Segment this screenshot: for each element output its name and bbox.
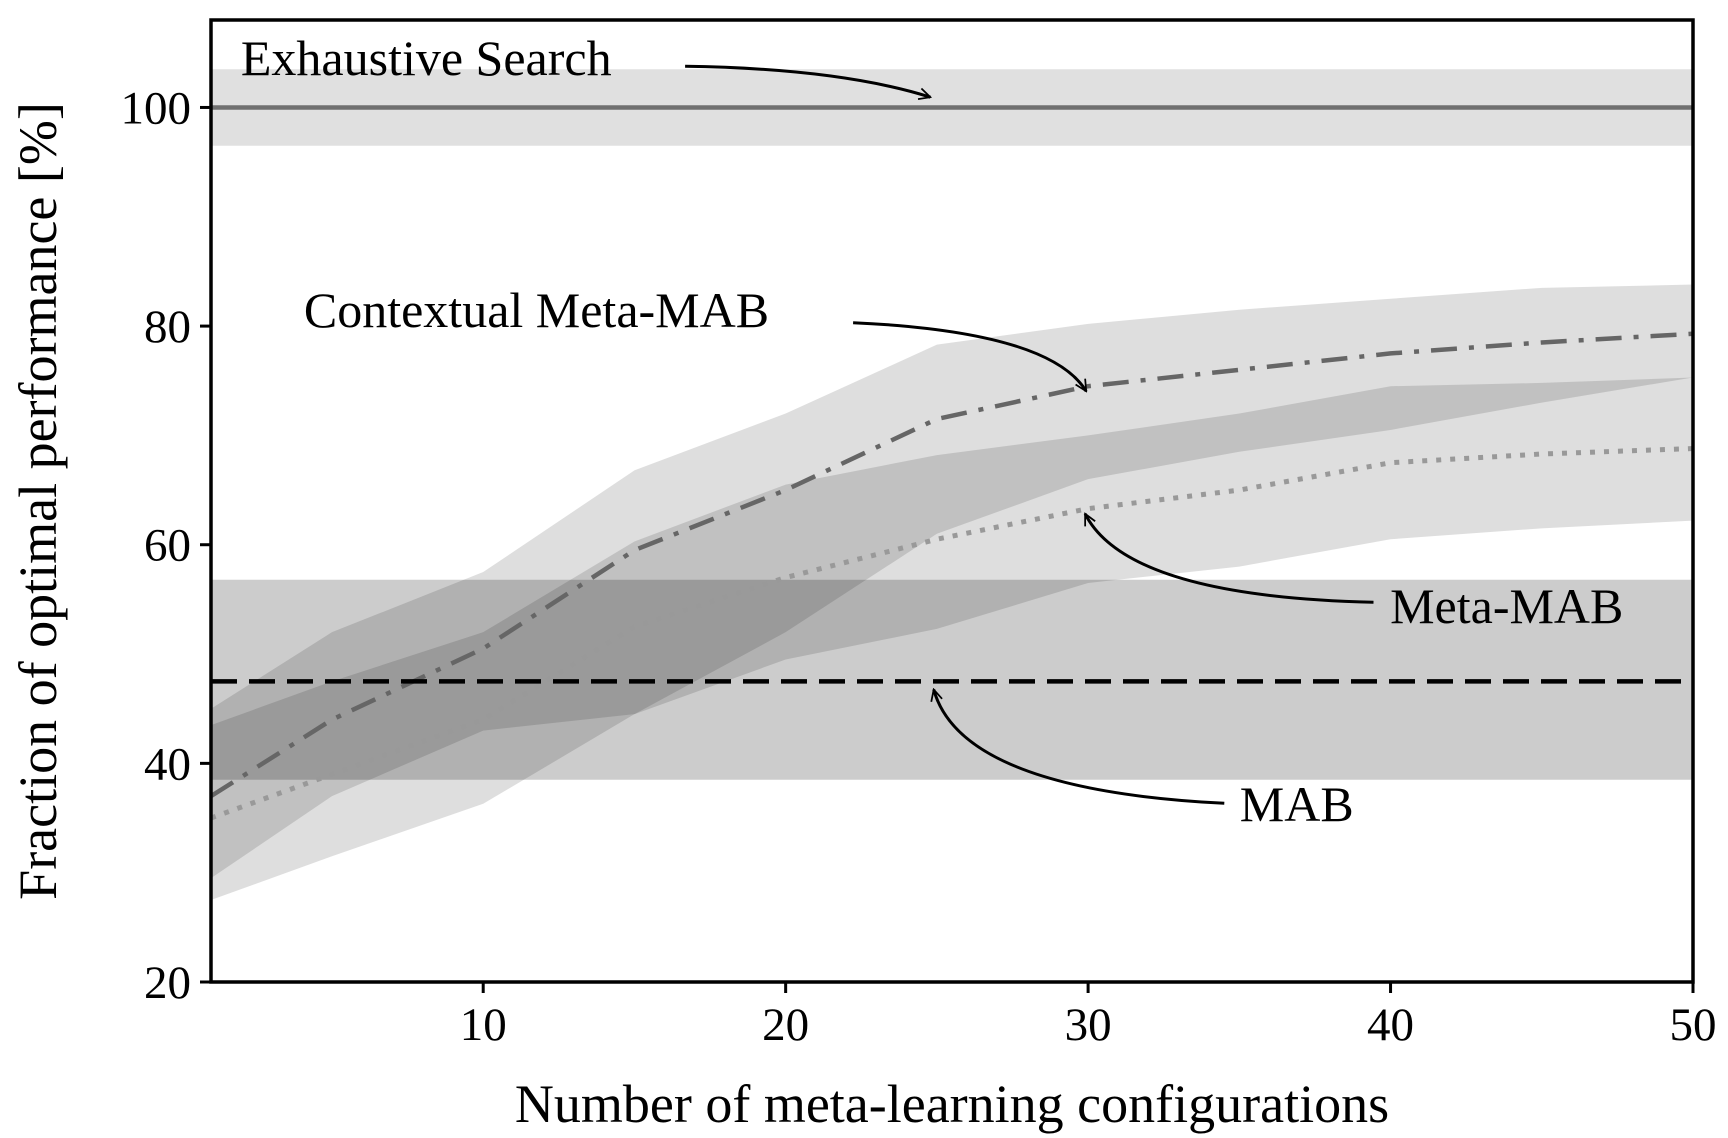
x-tick-label: 10 <box>460 999 507 1051</box>
bands <box>211 69 1693 901</box>
y-tick-label: 20 <box>144 957 191 1009</box>
x-tick-label: 20 <box>762 999 809 1051</box>
lines <box>211 105 1693 821</box>
annotation-arrow <box>1083 514 1374 604</box>
annotation-arrow <box>934 690 1225 805</box>
plot-frame <box>209 18 1695 984</box>
annotations: Exhaustive Search Contextual Meta-MAB Meta… <box>241 30 1624 832</box>
series-label: MAB <box>1240 776 1354 832</box>
annotation-arrow <box>685 64 930 97</box>
confidence-band <box>211 284 1693 901</box>
x-tick-label: 50 <box>1670 999 1717 1051</box>
series-label: Contextual Meta-MAB <box>304 282 769 338</box>
series-line <box>211 446 1693 821</box>
series-label: Exhaustive Search <box>241 30 612 86</box>
series-line <box>211 331 1693 799</box>
x-tick-label: 40 <box>1367 999 1414 1051</box>
x-axis-label: Number of meta-learning configurations <box>515 1074 1389 1134</box>
y-tick-label: 40 <box>144 738 191 790</box>
axes: 10 20 30 40 50 20 40 60 80 100 <box>121 18 1717 1051</box>
y-tick-label: 60 <box>144 520 191 572</box>
y-axis-label: Fraction of optimal performance [%] <box>8 102 68 900</box>
series-label: Meta-MAB <box>1390 578 1623 634</box>
y-tick-label: 100 <box>121 82 192 134</box>
annotation-arrow <box>853 321 1088 392</box>
y-tick-label: 80 <box>144 301 191 353</box>
x-tick-label: 30 <box>1065 999 1112 1051</box>
confidence-band <box>211 377 1693 879</box>
